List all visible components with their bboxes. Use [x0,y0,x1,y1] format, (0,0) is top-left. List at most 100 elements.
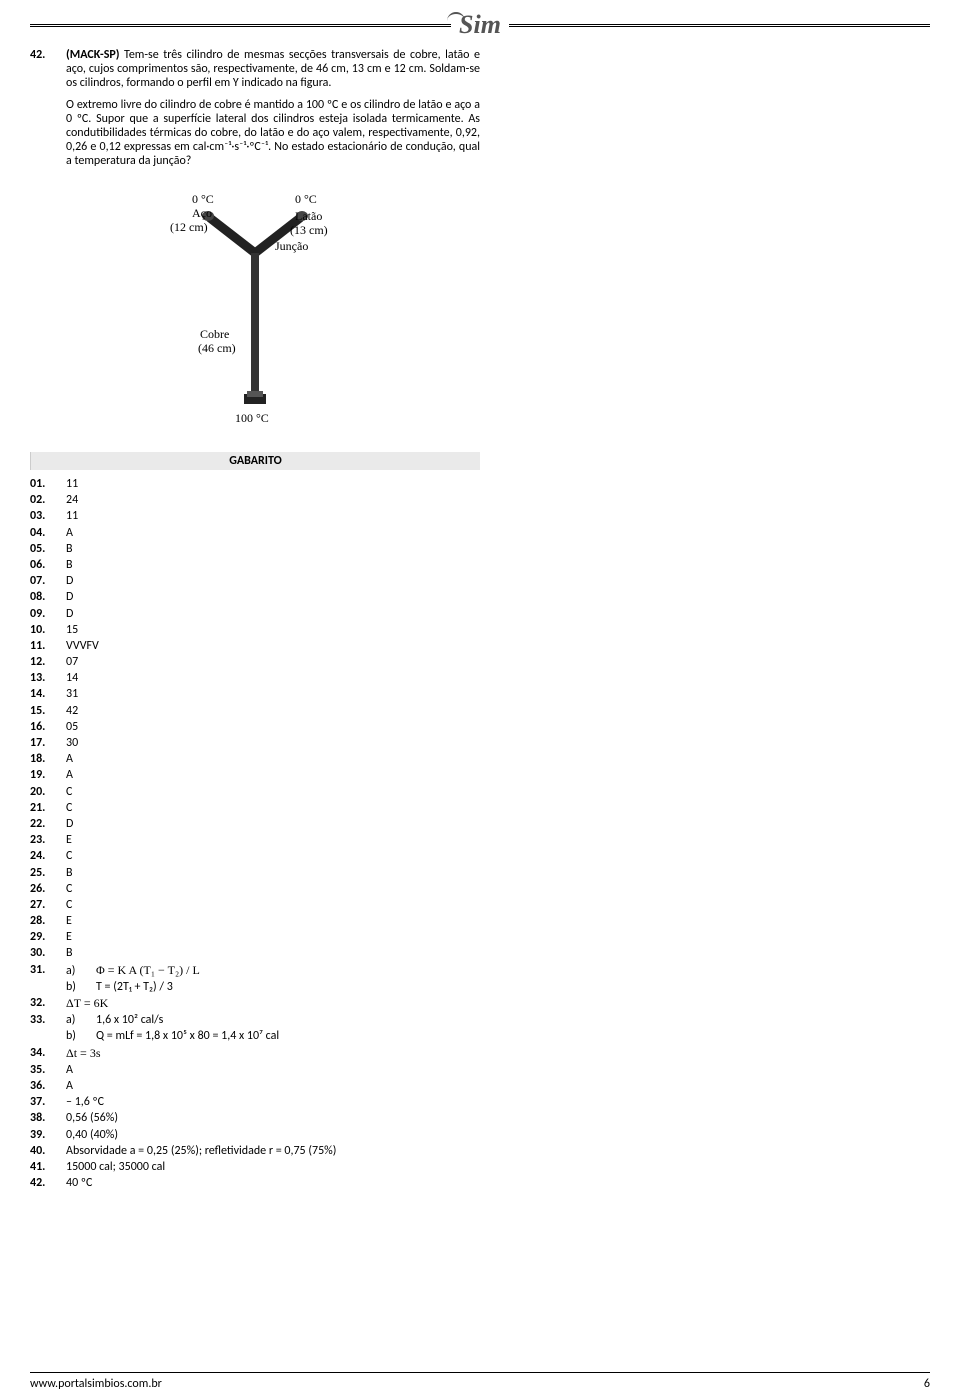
footer: www.portalsimbios.com.br 6 [30,1372,930,1391]
rule-right [509,24,930,27]
answer-value: D [66,606,930,622]
answer-value: C [66,848,930,864]
answer-number: 08. [30,589,66,605]
answer-value: B [66,945,930,961]
answer-number: 14. [30,686,66,702]
answer-number: 35. [30,1062,66,1078]
answer-number: 16. [30,719,66,735]
answer-value: B [66,557,930,573]
brand-logo: Sim [451,10,509,40]
answer-value: 07 [66,654,930,670]
answer-row: 02.24 [30,492,930,508]
answer-value: D [66,589,930,605]
answer-number: 33. [30,1012,66,1028]
fig-juncao: Junção [275,239,308,253]
answer-row: 10.15 [30,622,930,638]
answer-number: 13. [30,670,66,686]
answer-row: 04.A [30,525,930,541]
answer-value: E [66,913,930,929]
fig-latao-label: Latão [295,209,322,223]
answer-number: 30. [30,945,66,961]
answer-value: 24 [66,492,930,508]
answer-row: 05.B [30,541,930,557]
answer-number: 02. [30,492,66,508]
answer-row: 29.E [30,929,930,945]
answer-row: 24.C [30,848,930,864]
answer-number: 03. [30,508,66,524]
answer-row: 13.14 [30,670,930,686]
answer-row: 06.B [30,557,930,573]
answer-row: 16.05 [30,719,930,735]
answer-value: C [66,881,930,897]
answer-value: 15000 cal; 35000 cal [66,1159,930,1175]
answer-number: 10. [30,622,66,638]
answer-number: 39. [30,1127,66,1143]
answer-number: 09. [30,606,66,622]
answer-number: 18. [30,751,66,767]
answer-value: 11 [66,476,930,492]
answer-subrow: b)Q = mLf = 1,8 x 10⁵ x 80 = 1,4 x 10⁷ c… [66,1028,930,1044]
answer-value: 30 [66,735,930,751]
answer-row: 33.a)1,6 x 10² cal/s [30,1012,930,1028]
answer-sub-value: Q = mLf = 1,8 x 10⁵ x 80 = 1,4 x 10⁷ cal [96,1028,279,1044]
answer-value: a)1,6 x 10² cal/s [66,1012,930,1028]
answer-value: 40 ºC [66,1175,930,1191]
question-row: 42. (MACK-SP) Tem-se três cilindro de me… [30,48,480,90]
figure-y-cylinders: 0 °C Aço (12 cm) 0 °C Latão (13 cm) Junç… [66,178,444,438]
answer-number: 22. [30,816,66,832]
answer-row: 01.11 [30,476,930,492]
question-body: (MACK-SP) Tem-se três cilindro de mesmas… [66,48,480,90]
answer-value: D [66,816,930,832]
answer-number: 06. [30,557,66,573]
answer-number: 29. [30,929,66,945]
answer-value: B [66,865,930,881]
answer-number: 17. [30,735,66,751]
answer-number: 12. [30,654,66,670]
fig-latao-temp: 0 °C [295,192,317,206]
answer-subrow: b)T = (2T₁ + T₂) / 3 [66,979,930,995]
figure-svg: 0 °C Aço (12 cm) 0 °C Latão (13 cm) Junç… [140,178,370,438]
question-p2: O extremo livre do cilindro de cobre é m… [66,98,480,168]
answer-row: 31.a)Φ = K A (T₁ − T₂) / L [30,962,930,979]
fig-aco-len: (12 cm) [170,220,208,234]
answers-list: 01.1102.2403.1104.A05.B06.B07.D08.D09.D1… [30,476,930,1191]
rule-left [30,24,451,27]
answer-sub-value: T = (2T₁ + T₂) / 3 [96,979,173,995]
answer-row: 22.D [30,816,930,832]
answer-row: 34.Δt = 3s [30,1045,930,1062]
fig-aco-temp: 0 °C [192,192,214,206]
answer-number: 41. [30,1159,66,1175]
answer-value: 0,40 (40%) [66,1127,930,1143]
answer-value: 0,56 (56%) [66,1110,930,1126]
answer-number: 32. [30,995,66,1012]
answer-number: 15. [30,703,66,719]
header-rule: Sim [30,10,930,40]
answer-row: 26.C [30,881,930,897]
answer-row: 18.A [30,751,930,767]
answer-number: 26. [30,881,66,897]
answer-value: Δt = 3s [66,1045,930,1062]
answer-value: 15 [66,622,930,638]
answer-row: 28.E [30,913,930,929]
answer-number: 27. [30,897,66,913]
fig-base-temp: 100 °C [235,411,269,425]
answer-row: 36.A [30,1078,930,1094]
answer-sub-label: b) [66,979,96,995]
answer-value: 14 [66,670,930,686]
answer-number: 31. [30,962,66,979]
answer-number: 42. [30,1175,66,1191]
answer-number: 19. [30,767,66,783]
answer-row: 27.C [30,897,930,913]
question-number: 42. [30,48,66,90]
answer-row: 15.42 [30,703,930,719]
answer-row: 07.D [30,573,930,589]
answer-number: 37. [30,1094,66,1110]
answer-number: 25. [30,865,66,881]
answer-number: 23. [30,832,66,848]
answer-row: 25.B [30,865,930,881]
answer-value: A [66,751,930,767]
fig-latao-len: (13 cm) [290,223,328,237]
answer-row: 19.A [30,767,930,783]
answer-value: VVVFV [66,638,930,654]
question-block: 42. (MACK-SP) Tem-se três cilindro de me… [30,48,480,438]
